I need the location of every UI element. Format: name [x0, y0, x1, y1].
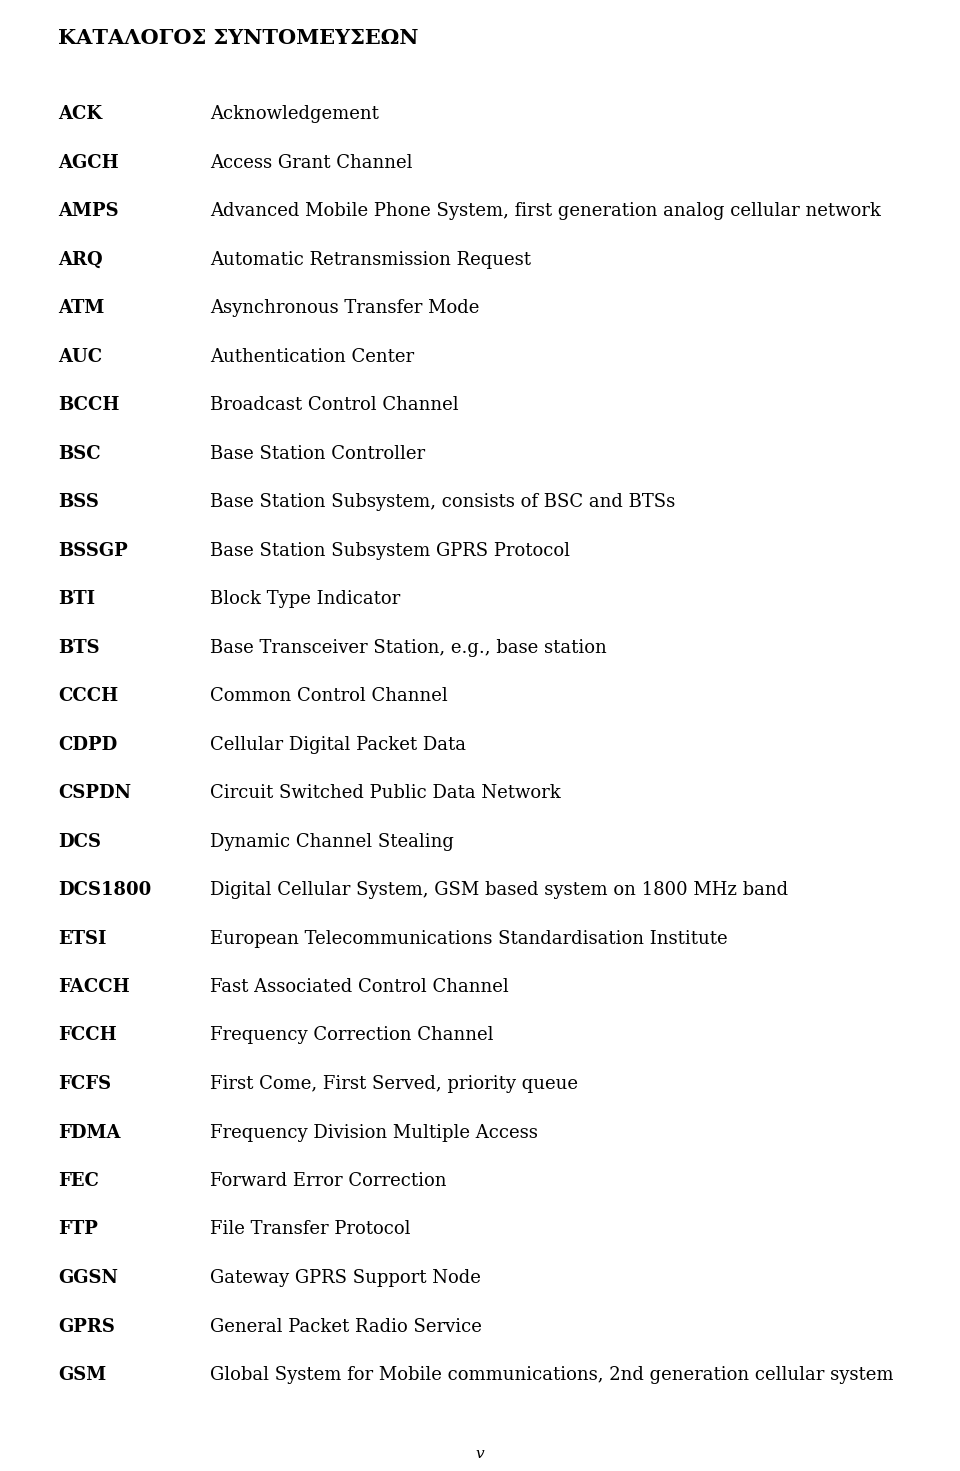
- Text: BCCH: BCCH: [58, 396, 119, 413]
- Text: AMPS: AMPS: [58, 202, 119, 221]
- Text: FDMA: FDMA: [58, 1124, 121, 1141]
- Text: CCCH: CCCH: [58, 687, 118, 705]
- Text: Forward Error Correction: Forward Error Correction: [210, 1172, 446, 1190]
- Text: GGSN: GGSN: [58, 1269, 118, 1287]
- Text: Block Type Indicator: Block Type Indicator: [210, 590, 400, 608]
- Text: Fast Associated Control Channel: Fast Associated Control Channel: [210, 978, 509, 996]
- Text: DCS: DCS: [58, 833, 101, 850]
- Text: Dynamic Channel Stealing: Dynamic Channel Stealing: [210, 833, 454, 850]
- Text: Cellular Digital Packet Data: Cellular Digital Packet Data: [210, 736, 466, 753]
- Text: European Telecommunications Standardisation Institute: European Telecommunications Standardisat…: [210, 930, 728, 947]
- Text: FACCH: FACCH: [58, 978, 130, 996]
- Text: Base Transceiver Station, e.g., base station: Base Transceiver Station, e.g., base sta…: [210, 638, 607, 656]
- Text: Gateway GPRS Support Node: Gateway GPRS Support Node: [210, 1269, 481, 1287]
- Text: BSC: BSC: [58, 444, 101, 462]
- Text: Broadcast Control Channel: Broadcast Control Channel: [210, 396, 459, 413]
- Text: BSS: BSS: [58, 493, 99, 510]
- Text: Frequency Division Multiple Access: Frequency Division Multiple Access: [210, 1124, 538, 1141]
- Text: BTS: BTS: [58, 638, 100, 656]
- Text: Advanced Mobile Phone System, first generation analog cellular network: Advanced Mobile Phone System, first gene…: [210, 202, 881, 221]
- Text: BSSGP: BSSGP: [58, 541, 128, 559]
- Text: Acknowledgement: Acknowledgement: [210, 104, 379, 124]
- Text: ATM: ATM: [58, 299, 105, 316]
- Text: FCCH: FCCH: [58, 1027, 116, 1044]
- Text: FTP: FTP: [58, 1221, 98, 1239]
- Text: Access Grant Channel: Access Grant Channel: [210, 153, 413, 172]
- Text: Global System for Mobile communications, 2nd generation cellular system: Global System for Mobile communications,…: [210, 1367, 894, 1384]
- Text: GPRS: GPRS: [58, 1318, 115, 1336]
- Text: AGCH: AGCH: [58, 153, 119, 172]
- Text: Frequency Correction Channel: Frequency Correction Channel: [210, 1027, 493, 1044]
- Text: ACK: ACK: [58, 104, 102, 124]
- Text: Base Station Subsystem GPRS Protocol: Base Station Subsystem GPRS Protocol: [210, 541, 570, 559]
- Text: File Transfer Protocol: File Transfer Protocol: [210, 1221, 411, 1239]
- Text: FCFS: FCFS: [58, 1075, 111, 1093]
- Text: Circuit Switched Public Data Network: Circuit Switched Public Data Network: [210, 784, 561, 802]
- Text: Base Station Controller: Base Station Controller: [210, 444, 425, 462]
- Text: Common Control Channel: Common Control Channel: [210, 687, 447, 705]
- Text: CDPD: CDPD: [58, 736, 117, 753]
- Text: FEC: FEC: [58, 1172, 99, 1190]
- Text: Asynchronous Transfer Mode: Asynchronous Transfer Mode: [210, 299, 479, 316]
- Text: CSPDN: CSPDN: [58, 784, 132, 802]
- Text: v: v: [476, 1447, 484, 1461]
- Text: GSM: GSM: [58, 1367, 107, 1384]
- Text: ΚΑΤΑΛΟΓΟΣ ΣΥΝΤΟΜΕΥΣΕΩΝ: ΚΑΤΑΛΟΓΟΣ ΣΥΝΤΟΜΕΥΣΕΩΝ: [58, 28, 419, 49]
- Text: ARQ: ARQ: [58, 250, 103, 269]
- Text: Authentication Center: Authentication Center: [210, 347, 414, 365]
- Text: Automatic Retransmission Request: Automatic Retransmission Request: [210, 250, 531, 269]
- Text: First Come, First Served, priority queue: First Come, First Served, priority queue: [210, 1075, 578, 1093]
- Text: DCS1800: DCS1800: [58, 881, 152, 899]
- Text: BTI: BTI: [58, 590, 95, 608]
- Text: ETSI: ETSI: [58, 930, 107, 947]
- Text: AUC: AUC: [58, 347, 102, 365]
- Text: Digital Cellular System, GSM based system on 1800 MHz band: Digital Cellular System, GSM based syste…: [210, 881, 788, 899]
- Text: Base Station Subsystem, consists of BSC and BTSs: Base Station Subsystem, consists of BSC …: [210, 493, 675, 510]
- Text: General Packet Radio Service: General Packet Radio Service: [210, 1318, 482, 1336]
